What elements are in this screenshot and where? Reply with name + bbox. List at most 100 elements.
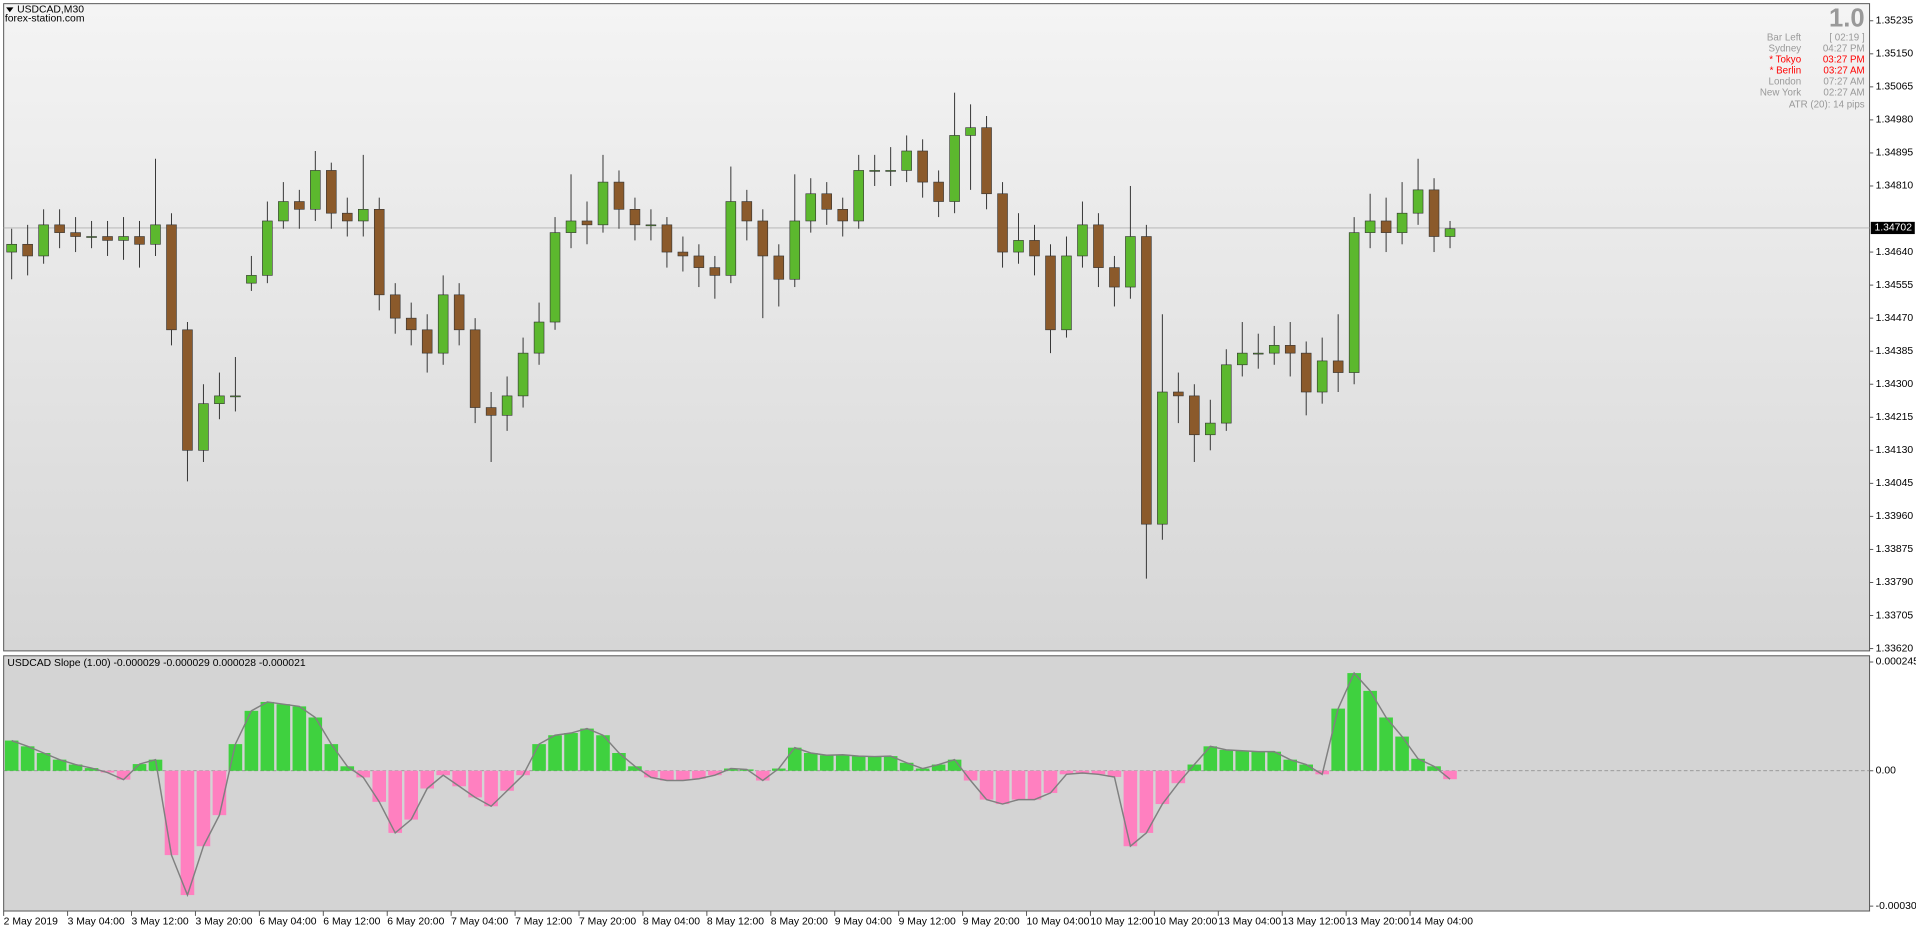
slope-bar bbox=[1091, 770, 1106, 775]
slope-bar bbox=[1187, 764, 1202, 771]
candle-body bbox=[182, 329, 193, 451]
candle-body bbox=[677, 251, 689, 257]
candle-body bbox=[693, 255, 705, 268]
slope-bar bbox=[1059, 770, 1074, 775]
candle-body bbox=[1428, 189, 1440, 237]
x-tick-label: 7 May 04:00 bbox=[451, 917, 508, 928]
slope-bar bbox=[1299, 764, 1313, 771]
slope-bar bbox=[1363, 690, 1377, 771]
candle-body bbox=[1157, 391, 1168, 525]
slope-bar bbox=[787, 747, 802, 771]
slope-bar bbox=[340, 766, 355, 771]
slope-bar bbox=[1347, 673, 1361, 771]
slope-bar bbox=[724, 768, 738, 771]
candle-body bbox=[134, 236, 145, 245]
slope-bar bbox=[596, 735, 610, 771]
x-tick-label: 8 May 04:00 bbox=[643, 917, 700, 928]
slope-bar bbox=[260, 701, 275, 771]
info-value: 07:27 AM bbox=[1823, 76, 1864, 87]
candle-body bbox=[1316, 360, 1328, 393]
info-label: New York bbox=[1760, 87, 1801, 98]
slope-bar bbox=[803, 752, 818, 771]
slope-bar bbox=[52, 759, 67, 771]
y-tick-label: 1.33960 bbox=[1876, 511, 1914, 522]
candle-body bbox=[1045, 255, 1056, 331]
slope-bar bbox=[276, 704, 291, 771]
x-tick-label: 9 May 20:00 bbox=[963, 917, 1020, 928]
candle-body bbox=[1061, 255, 1072, 331]
version-label: 1.0 bbox=[1829, 4, 1865, 32]
candle-body bbox=[421, 329, 433, 354]
info-value: [ 02:19 ] bbox=[1829, 32, 1865, 43]
symbol-label: USDCAD,M30 bbox=[17, 5, 84, 16]
candle-body bbox=[150, 224, 161, 245]
candle-body bbox=[533, 321, 545, 354]
candle-body bbox=[1284, 345, 1296, 354]
candle-body bbox=[342, 212, 353, 222]
slope-bar bbox=[851, 756, 866, 771]
slope-bar bbox=[947, 759, 962, 771]
current-price-box bbox=[1870, 221, 1915, 235]
candle-body bbox=[773, 255, 785, 280]
candle-body bbox=[805, 193, 817, 222]
slope-bar bbox=[835, 754, 850, 771]
y-tick-label: 1.33875 bbox=[1876, 544, 1914, 555]
x-tick-label: 7 May 12:00 bbox=[515, 917, 572, 928]
slope-bar bbox=[676, 770, 690, 781]
candle-body bbox=[1380, 220, 1392, 233]
y-tick-label: 1.34640 bbox=[1876, 247, 1914, 258]
candle-body bbox=[118, 236, 129, 241]
slope-bar bbox=[532, 744, 546, 771]
candle-body bbox=[246, 275, 257, 284]
slope-outline bbox=[11, 671, 1451, 898]
x-tick-label: 13 May 04:00 bbox=[1218, 917, 1281, 928]
candle-body bbox=[565, 220, 577, 233]
candle-body bbox=[1348, 232, 1360, 373]
y-tick-label: 1.34215 bbox=[1876, 412, 1914, 423]
menu-arrow[interactable] bbox=[6, 7, 14, 13]
y-tick-label: 1.34045 bbox=[1876, 478, 1914, 489]
candle-body bbox=[469, 329, 481, 408]
candle-body bbox=[581, 220, 593, 226]
candle-body bbox=[358, 208, 369, 222]
slope-bar bbox=[212, 770, 227, 816]
candle-body bbox=[1093, 224, 1104, 268]
y-tick-label: 1.34895 bbox=[1876, 148, 1914, 159]
y-tick-label: 1.34130 bbox=[1876, 445, 1914, 456]
slope-bar bbox=[692, 770, 706, 779]
x-tick-label: 3 May 04:00 bbox=[68, 917, 125, 928]
y-tick-label: 1.34385 bbox=[1876, 346, 1914, 357]
slope-bar bbox=[404, 770, 418, 820]
slope-bar bbox=[148, 759, 163, 771]
info-label: Bar Left bbox=[1767, 32, 1801, 43]
x-tick-label: 9 May 04:00 bbox=[835, 917, 892, 928]
candle-body bbox=[6, 243, 17, 253]
candle-body bbox=[501, 395, 513, 416]
slope-bar bbox=[708, 770, 722, 776]
info-value: 03:27 AM bbox=[1823, 65, 1864, 76]
candle-body bbox=[214, 395, 225, 404]
x-tick-label: 13 May 12:00 bbox=[1282, 917, 1345, 928]
candle-body bbox=[1396, 212, 1408, 233]
candle-body bbox=[1444, 228, 1456, 237]
slope-bar bbox=[356, 770, 371, 778]
slope-bar bbox=[228, 744, 243, 771]
slope-bar bbox=[644, 770, 658, 778]
slope-bar bbox=[1075, 770, 1090, 773]
info-label: * Tokyo bbox=[1769, 54, 1801, 65]
slope-bar bbox=[372, 770, 387, 802]
candle-body bbox=[278, 201, 289, 222]
slope-bar bbox=[564, 733, 578, 771]
slope-bar bbox=[995, 770, 1010, 805]
slope-bar bbox=[1011, 770, 1026, 800]
slope-bar bbox=[979, 770, 994, 800]
slope-bar bbox=[1411, 758, 1425, 771]
x-tick-label: 9 May 12:00 bbox=[899, 917, 956, 928]
info-value: 03:27 PM bbox=[1823, 54, 1865, 65]
candle-body bbox=[709, 267, 721, 276]
y-tick-label: 0.000245 bbox=[1876, 657, 1916, 668]
candle-body bbox=[54, 224, 65, 233]
slope-bar bbox=[132, 764, 147, 771]
candle-body bbox=[613, 181, 625, 210]
